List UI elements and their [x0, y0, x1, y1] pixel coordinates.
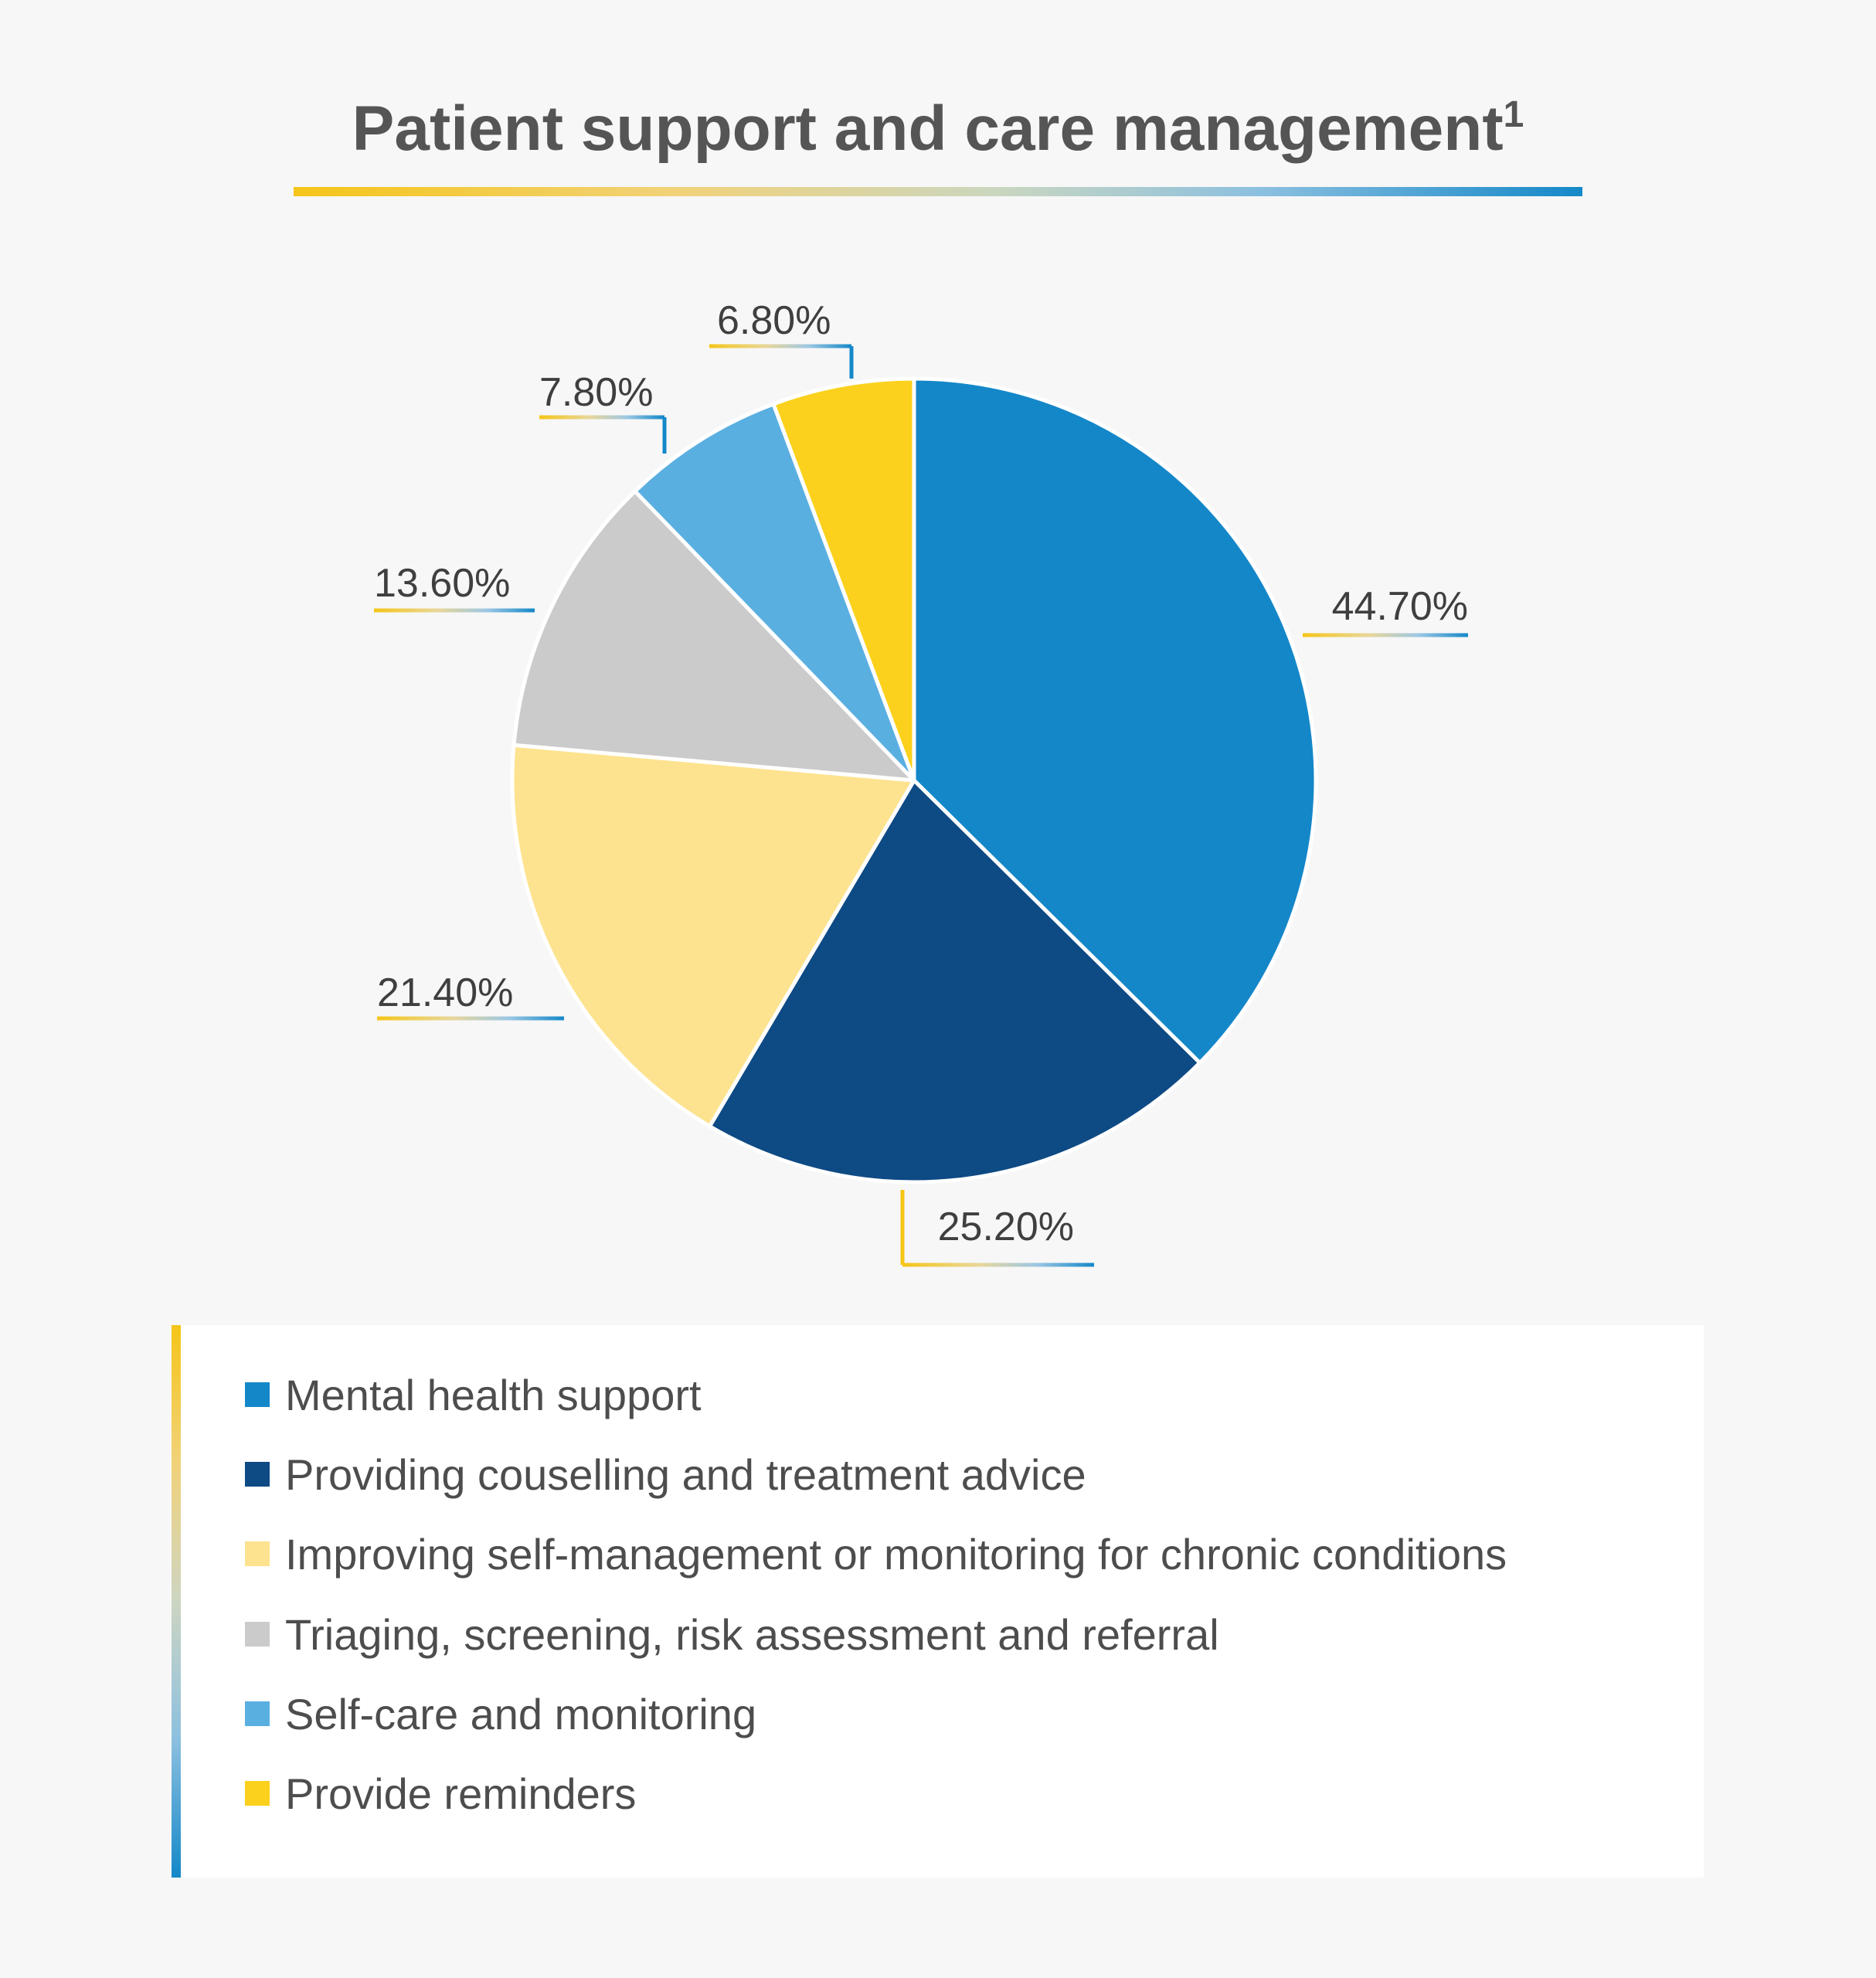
slice-callout: 25.20% [900, 1190, 1095, 1267]
legend-swatch [245, 1541, 270, 1566]
legend-swatch [245, 1382, 270, 1407]
slice-value-label: 21.40% [377, 970, 513, 1015]
pie-slice [912, 376, 1318, 1065]
pie-slice [510, 743, 916, 1129]
pie-slice [707, 778, 1202, 1184]
slice-value-label: 44.70% [1332, 584, 1468, 629]
chart-title-text: Patient support and care management [352, 93, 1504, 164]
slice-callout: 13.60% [373, 561, 535, 613]
legend-swatch [245, 1781, 270, 1806]
legend-item: Providing couselling and treatment advic… [245, 1447, 1086, 1501]
title-underline [294, 187, 1582, 196]
legend-label: Self-care and monitoring [285, 1689, 757, 1738]
slice-callout: 7.80% [539, 370, 667, 454]
pie-slices [510, 376, 1318, 1184]
legend-label: Provide reminders [285, 1769, 637, 1818]
legend-item: Triaging, screening, risk assessment and… [245, 1607, 1219, 1661]
slice-value-label: 13.60% [374, 561, 510, 606]
legend-label: Providing couselling and treatment advic… [285, 1450, 1086, 1499]
slice-callout: 21.40% [376, 970, 565, 1021]
legend-swatch [245, 1622, 270, 1647]
legend-label: Improving self-management or monitoring … [285, 1529, 1507, 1579]
legend-item: Improving self-management or monitoring … [245, 1527, 1507, 1581]
legend-item: Mental health support [245, 1368, 702, 1422]
legend-swatch [245, 1462, 270, 1487]
legend-swatch [245, 1701, 270, 1726]
slice-callout: 44.70% [1302, 584, 1469, 637]
slice-value-label: 6.80% [717, 298, 831, 343]
pie-callouts: 44.70% 25.20% 21.40% 13.60% 7.80% 6.80% [373, 298, 1469, 1267]
pie-slice [771, 376, 916, 783]
legend-item: Provide reminders [245, 1766, 636, 1820]
chart-title: Patient support and care management1 [294, 93, 1582, 165]
slice-value-label: 7.80% [539, 370, 653, 415]
slice-callout: 6.80% [709, 298, 854, 379]
slice-value-label: 25.20% [938, 1205, 1074, 1249]
title-footnote-mark: 1 [1503, 94, 1524, 135]
legend-label: Triaging, screening, risk assessment and… [285, 1609, 1219, 1659]
pie-slice [511, 489, 916, 783]
legend-label: Mental health support [285, 1370, 702, 1419]
legend: Mental health support Providing cousellin… [172, 1325, 1704, 1878]
pie-slice [633, 402, 916, 783]
legend-accent-bar [172, 1325, 181, 1878]
legend-item: Self-care and monitoring [245, 1687, 756, 1741]
pie-chart: 44.70% 25.20% 21.40% 13.60% 7.80% 6.80% [373, 298, 1469, 1267]
